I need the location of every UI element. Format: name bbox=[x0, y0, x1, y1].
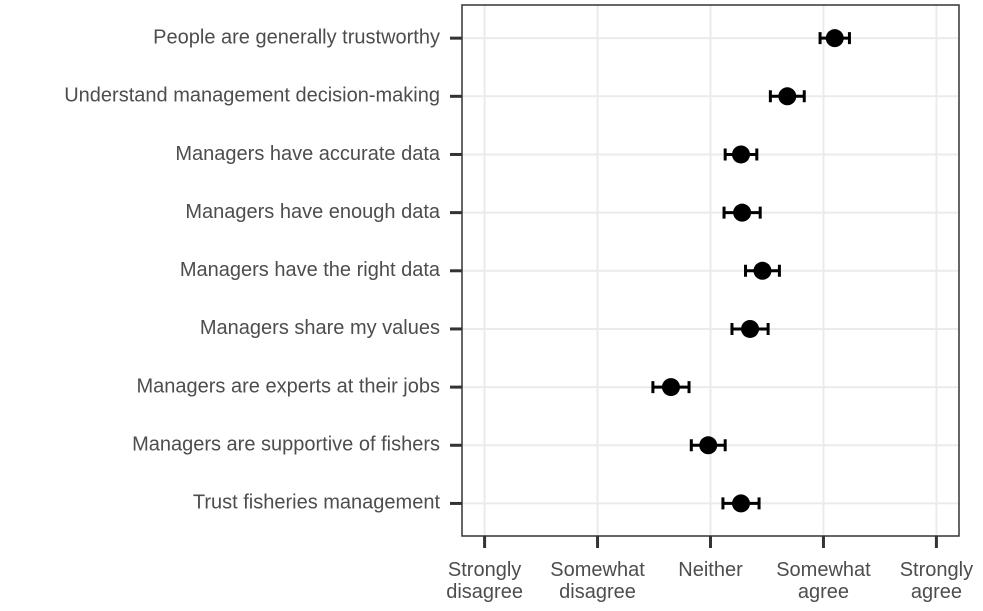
x-tick-label: Somewhat agree bbox=[776, 559, 871, 603]
point bbox=[731, 145, 750, 164]
x-tick-label: Somewhat disagree bbox=[550, 559, 645, 603]
y-tick-label: Understand management decision-making bbox=[64, 85, 440, 107]
y-tick-label: People are generally trustworthy bbox=[153, 26, 440, 48]
y-tick-label: Managers are experts at their jobs bbox=[137, 375, 441, 397]
y-tick-label: Managers are supportive of fishers bbox=[132, 434, 440, 456]
point bbox=[825, 29, 844, 48]
point bbox=[753, 261, 772, 280]
x-tick-label: Neither bbox=[678, 559, 743, 581]
y-tick-label: Managers have accurate data bbox=[175, 143, 440, 165]
point bbox=[731, 494, 750, 513]
y-tick-label: Managers have enough data bbox=[185, 201, 441, 223]
point bbox=[661, 378, 680, 397]
x-tick-label: Strongly disagree bbox=[446, 559, 523, 603]
point bbox=[778, 87, 797, 106]
point bbox=[699, 436, 718, 455]
y-tick-label: Trust fisheries management bbox=[193, 492, 441, 514]
point bbox=[733, 203, 752, 222]
x-tick-label: Strongly agree bbox=[899, 559, 974, 603]
y-tick-label: Managers share my values bbox=[200, 317, 440, 339]
point bbox=[741, 319, 760, 338]
y-tick-label: Managers have the right data bbox=[180, 259, 441, 281]
